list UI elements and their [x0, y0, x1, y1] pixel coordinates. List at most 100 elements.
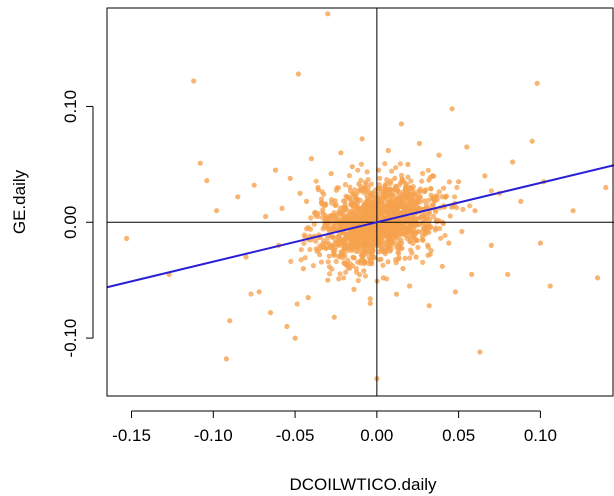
data-point [381, 213, 387, 219]
data-point [362, 259, 368, 265]
data-point [243, 254, 249, 260]
data-point [409, 199, 415, 205]
data-point [408, 178, 414, 184]
data-point [361, 185, 367, 191]
data-point [336, 276, 342, 282]
data-point [360, 204, 366, 210]
data-point [361, 268, 367, 274]
data-point [406, 205, 412, 211]
data-point [345, 214, 351, 220]
data-point [338, 242, 344, 248]
data-point [407, 185, 413, 191]
data-point [432, 227, 438, 233]
data-point [595, 275, 601, 281]
data-point [401, 179, 407, 185]
data-point [395, 222, 401, 228]
data-point [416, 140, 422, 147]
data-point [338, 150, 344, 156]
data-point [214, 208, 220, 214]
data-point [347, 184, 353, 190]
data-point [393, 165, 399, 171]
data-point [124, 235, 130, 242]
data-point [405, 161, 411, 167]
x-tick-label: 0.05 [442, 426, 475, 445]
data-point [464, 144, 470, 150]
data-point [391, 200, 397, 206]
data-point [422, 189, 428, 195]
data-point [419, 220, 425, 226]
data-point [488, 242, 494, 248]
data-point [316, 247, 322, 253]
data-point [313, 213, 319, 219]
data-point [347, 196, 353, 202]
data-point [391, 187, 397, 193]
data-point [456, 179, 462, 185]
data-point [547, 283, 553, 289]
data-point [394, 244, 400, 250]
data-point [418, 215, 424, 221]
data-point [381, 208, 387, 214]
data-point [381, 233, 387, 239]
data-point [413, 254, 419, 260]
data-point [417, 205, 423, 212]
data-point [410, 214, 416, 220]
data-point [385, 147, 391, 154]
data-point [223, 356, 229, 362]
data-point [318, 259, 324, 265]
data-point [488, 188, 494, 194]
data-point [251, 182, 257, 188]
data-point [308, 215, 314, 221]
data-point [367, 296, 373, 302]
data-point [518, 198, 524, 204]
data-point [446, 179, 452, 185]
data-point [391, 211, 397, 217]
data-point [339, 220, 345, 226]
data-point [420, 170, 426, 176]
data-point [331, 224, 337, 230]
data-point [256, 289, 262, 295]
data-point [354, 232, 360, 238]
data-point [305, 295, 311, 301]
data-point [359, 136, 365, 142]
data-point [353, 266, 359, 272]
data-point [388, 197, 394, 203]
data-point [382, 226, 388, 232]
data-point [338, 210, 344, 216]
data-point [426, 303, 432, 309]
data-point [341, 213, 347, 219]
data-point [367, 259, 374, 265]
y-tick-label: -0.10 [61, 319, 80, 358]
data-point [319, 189, 325, 195]
data-point [387, 186, 393, 192]
data-point [367, 208, 374, 214]
data-point [302, 255, 308, 261]
x-tick-label: -0.15 [112, 426, 151, 445]
data-point [410, 240, 416, 246]
data-point [399, 245, 405, 251]
data-point [377, 239, 383, 245]
data-point [428, 192, 434, 198]
data-point [443, 193, 450, 199]
data-point [343, 262, 349, 268]
data-point [368, 181, 374, 187]
data-point [351, 286, 357, 292]
data-point [370, 240, 376, 247]
data-point [358, 161, 364, 167]
data-point [603, 184, 609, 191]
data-point [387, 238, 393, 244]
data-point [402, 255, 408, 261]
data-point [393, 291, 400, 297]
data-point [311, 221, 317, 227]
data-point [347, 188, 354, 194]
data-point [426, 177, 432, 183]
data-point [410, 220, 417, 226]
data-point [325, 259, 331, 265]
data-point [422, 231, 428, 237]
data-point [469, 271, 475, 277]
data-point [340, 255, 346, 261]
data-point [534, 80, 540, 86]
data-point [405, 195, 411, 201]
data-point [428, 186, 434, 192]
data-point [415, 244, 421, 250]
